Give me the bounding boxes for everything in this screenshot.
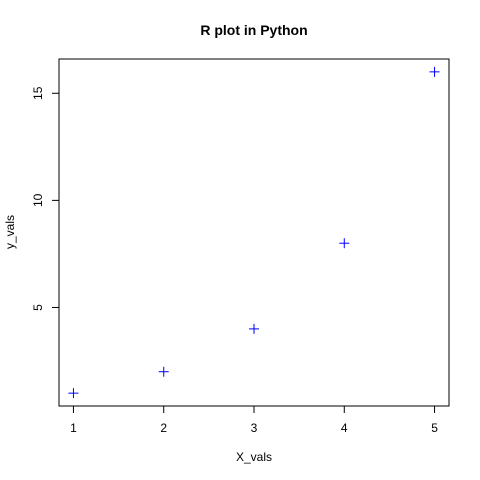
- data-points: [68, 66, 440, 399]
- y-ticks: 5 10 15: [31, 86, 59, 311]
- x-tick-label: 1: [70, 421, 77, 435]
- x-ticks: 1 2 3 4 5: [70, 406, 438, 435]
- x-axis-label: X_vals: [236, 450, 272, 464]
- y-tick-label: 5: [31, 304, 45, 311]
- y-tick-label: 15: [31, 86, 45, 100]
- plot-frame: [58, 58, 450, 407]
- chart-title: R plot in Python: [200, 22, 307, 38]
- data-point: [429, 66, 440, 77]
- data-point: [249, 323, 259, 334]
- y-axis-label: y_vals: [3, 215, 17, 249]
- data-point: [68, 388, 79, 399]
- x-tick-label: 4: [341, 421, 348, 435]
- y-tick-label: 10: [31, 193, 45, 207]
- data-point: [158, 366, 169, 377]
- x-tick-label: 3: [251, 421, 258, 435]
- x-tick-label: 2: [160, 421, 167, 435]
- data-point: [339, 238, 350, 249]
- x-tick-label: 5: [431, 421, 438, 435]
